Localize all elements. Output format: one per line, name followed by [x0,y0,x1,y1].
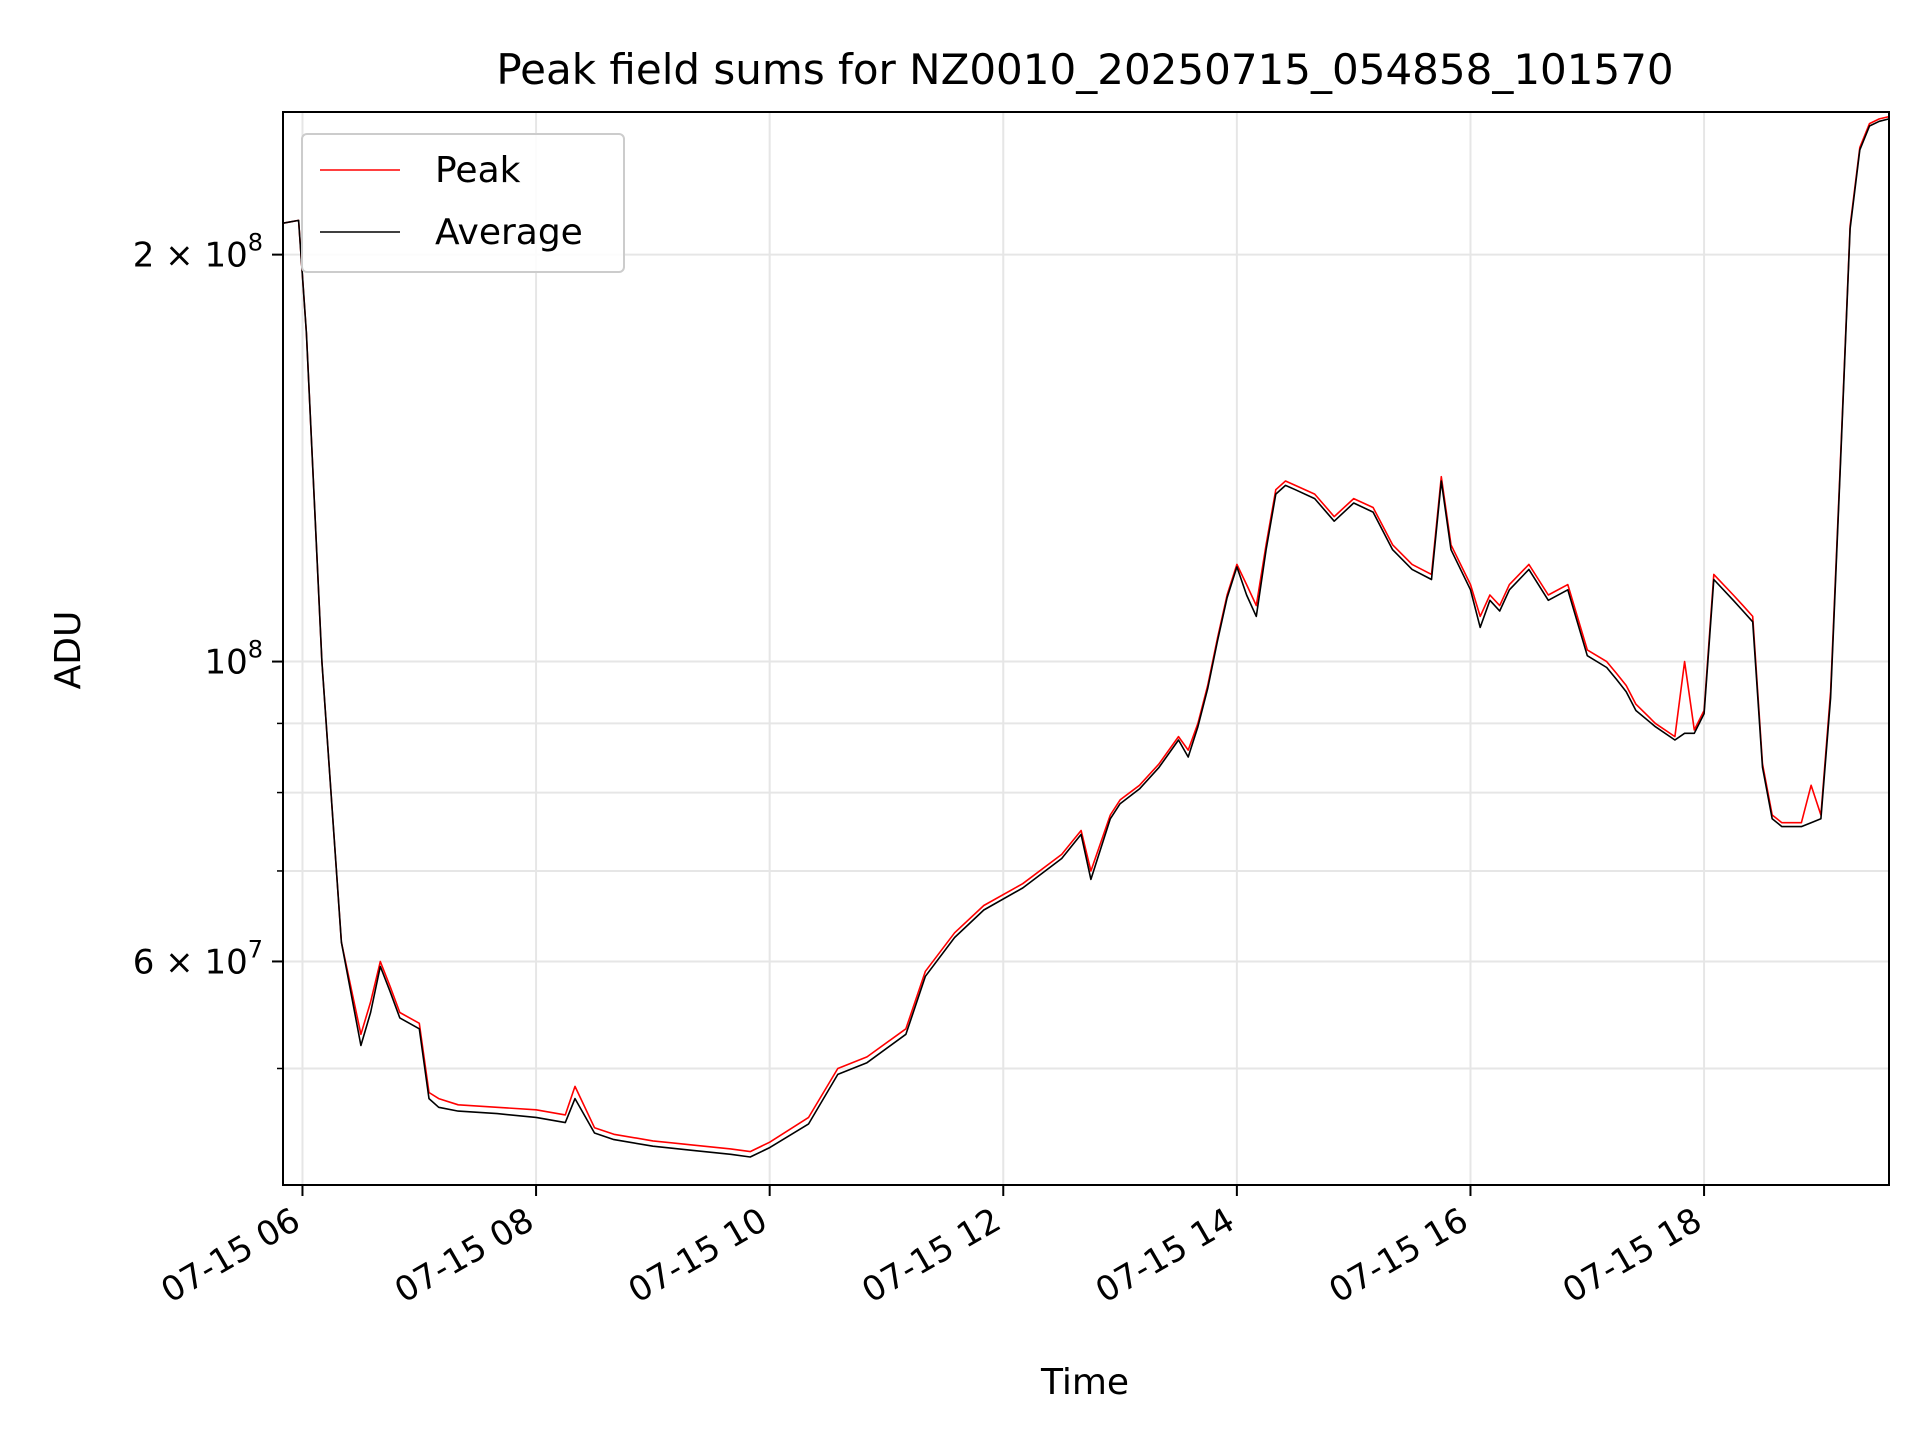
y-tick-base: 10 [204,643,247,683]
y-tick-base: 6 × 10 [133,942,248,982]
legend-box [301,133,625,273]
legend-label-peak: Peak [435,150,521,191]
legend-label-average: Average [435,212,583,253]
grid [283,112,1889,1185]
y-tick-exponent: 8 [248,636,263,664]
y-tick-exponent: 7 [248,935,263,963]
chart-title: Peak field sums for NZ0010_20250715_0548… [496,45,1673,94]
y-axis-label: ADU [48,611,89,690]
x-axis-label: Time [1040,1362,1129,1403]
series-line-peak [282,115,1890,1153]
y-tick-exponent: 8 [248,229,263,257]
series-layer [282,115,1890,1158]
plot-frame [282,111,1890,1186]
y-tick-base: 2 × 10 [133,236,248,276]
y-tick-label: 2 × 108 [133,229,263,276]
series-line-average [282,118,1890,1158]
y-tick-label: 108 [204,636,263,683]
legend: Peak Average [301,133,625,273]
y-tick-label: 6 × 107 [133,935,263,982]
